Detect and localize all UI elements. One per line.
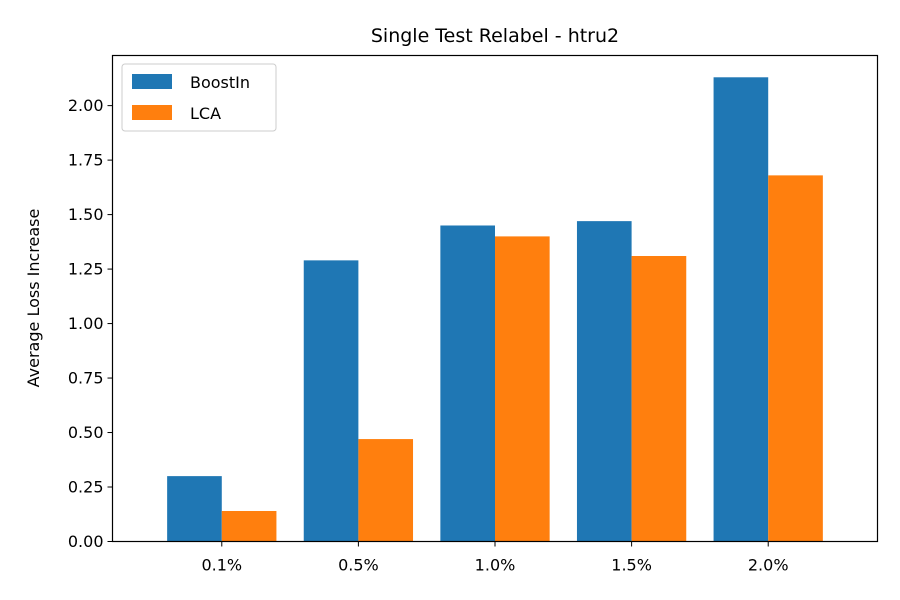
y-tick-label: 2.00 (68, 96, 104, 115)
bar-boostin-2 (440, 225, 495, 542)
bar-boostin-0 (167, 476, 222, 542)
y-axis-label: Average Loss Increase (24, 209, 43, 388)
bar-boostin-3 (576, 221, 632, 542)
x-tick-label: 2.0% (748, 556, 789, 575)
bars-group (167, 77, 823, 542)
y-tick-label: 1.75 (68, 151, 104, 170)
bar-lca-3 (631, 256, 687, 542)
legend-swatch-lca (132, 105, 172, 120)
legend-swatch-boostin (132, 74, 172, 89)
y-tick-label: 0.25 (68, 478, 104, 497)
bar-boostin-4 (713, 77, 769, 542)
bar-boostin-1 (303, 260, 359, 542)
y-tick-label: 1.00 (68, 314, 104, 333)
y-tick-label: 1.50 (68, 205, 104, 224)
y-tick-label: 0.50 (68, 423, 104, 442)
x-tick-label: 0.1% (201, 556, 242, 575)
bar-lca-2 (495, 236, 550, 542)
y-tick-label: 0.75 (68, 369, 104, 388)
x-tick-label: 1.5% (611, 556, 652, 575)
x-axis-ticks: 0.1% 0.5% 1.0% 1.5% 2.0% (201, 541, 789, 575)
bar-lca-0 (221, 510, 277, 542)
plot-frame (111, 54, 879, 543)
legend: BoostIn LCA (121, 63, 277, 132)
legend-label-lca: LCA (190, 104, 221, 123)
bar-lca-4 (768, 175, 823, 542)
chart-title: Single Test Relabel - htru2 (371, 25, 619, 47)
x-tick-label: 0.5% (338, 556, 379, 575)
y-axis-ticks: 0.00 0.25 0.50 0.75 1.00 1.25 1.50 1.75 2.00 (68, 96, 113, 551)
legend-label-boostin: BoostIn (190, 73, 250, 92)
x-tick-label: 1.0% (475, 556, 516, 575)
y-tick-label: 0.00 (68, 532, 104, 551)
y-tick-label: 1.25 (68, 260, 104, 279)
bar-lca-1 (358, 439, 414, 542)
